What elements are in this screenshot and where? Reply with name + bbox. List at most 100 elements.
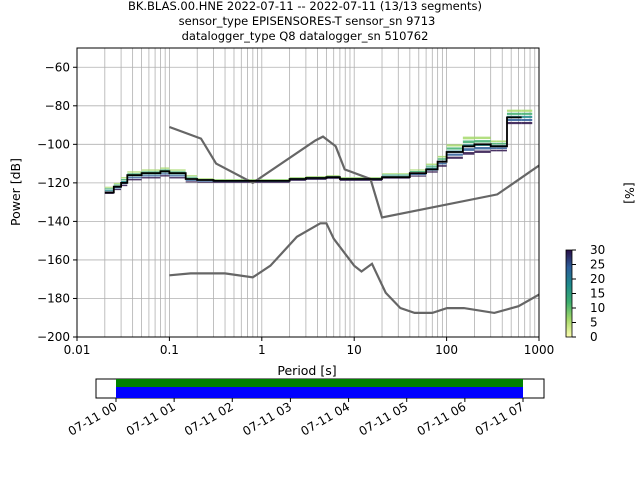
- density-cell: [169, 177, 186, 179]
- density-cell: [506, 109, 512, 112]
- timeline-ticks: 07-11 00 07-11 01 07-11 02 07-11 03 07-11 04…: [66, 398, 527, 439]
- density-cell: [160, 173, 170, 175]
- density-cell: [490, 147, 497, 150]
- x-tick-label: 100: [435, 343, 458, 357]
- density-cell: [511, 121, 522, 125]
- density-cell: [169, 171, 186, 173]
- colorbar-tick-label: 20: [590, 272, 605, 286]
- density-cell: [141, 171, 161, 173]
- median-line: [104, 116, 522, 194]
- density-cell: [409, 175, 427, 177]
- density-cell: [141, 175, 161, 177]
- density-cell: [426, 171, 438, 173]
- density-cell: [437, 162, 447, 165]
- chart-title-line-1: BK.BLAS.00.HNE 2022-07-11 -- 2022-07-11 …: [128, 0, 482, 13]
- colorbar-tick-label: 30: [590, 243, 605, 257]
- coverage-bar-data: [116, 379, 523, 387]
- density-cell: [261, 182, 290, 183]
- x-tick-label: 10: [347, 343, 362, 357]
- density-cell: [121, 179, 128, 181]
- x-axis-ticks: 0.01 0.1 1 10 100 1000: [64, 337, 554, 357]
- density-cell: [121, 177, 128, 179]
- density-cell: [113, 184, 122, 186]
- y-tick-label: −200: [37, 330, 70, 344]
- density-cell: [289, 177, 306, 178]
- density-cell: [127, 173, 142, 175]
- timeline-tick-label: 07-11 05: [356, 399, 410, 438]
- density-cell: [446, 147, 463, 150]
- density-cell: [502, 142, 507, 145]
- density-cell: [305, 176, 327, 177]
- density-cell: [213, 179, 234, 180]
- noise-models: [169, 125, 539, 315]
- timeline-tick-label: 07-11 06: [415, 399, 469, 438]
- density-cell: [370, 177, 383, 178]
- y-tick-label: −60: [45, 60, 70, 74]
- density-cell: [521, 121, 533, 125]
- density-cell: [474, 147, 491, 150]
- x-axis-label: Period [s]: [277, 363, 336, 378]
- density-cell: [521, 118, 533, 122]
- coverage-bar-ppsd: [116, 387, 523, 398]
- density-cell: [490, 149, 497, 152]
- density-cell: [490, 142, 497, 145]
- density-cell: [462, 148, 475, 151]
- timeline-tick-label: 07-11 02: [182, 399, 236, 438]
- density-cell: [339, 180, 371, 181]
- density-cell: [409, 169, 427, 171]
- y-axis-label: Power [dB]: [8, 158, 23, 226]
- x-tick-label: 0.01: [64, 343, 91, 357]
- plot-frame: [76, 47, 540, 338]
- density-cell: [426, 167, 438, 169]
- density-cell: [462, 136, 475, 140]
- colorbar-label: [%]: [622, 182, 637, 204]
- colorbar-tick-label: 10: [590, 301, 605, 315]
- density-cell: [326, 175, 340, 176]
- density-cell: [506, 121, 512, 125]
- timeline-tick-label: 07-11 00: [66, 399, 120, 438]
- density-cell: [382, 173, 410, 175]
- density-cell: [113, 189, 122, 191]
- high-noise-model-line: [169, 125, 539, 219]
- density-cell: [197, 178, 214, 179]
- density-cell: [121, 184, 128, 187]
- density-cell: [185, 181, 198, 183]
- density-cell: [502, 147, 507, 150]
- density-cell: [426, 163, 438, 165]
- density-cell: [521, 115, 533, 118]
- density-cell: [169, 175, 186, 177]
- colorbar-tick-label: 15: [590, 287, 605, 301]
- density-cell: [437, 165, 447, 167]
- density-cell: [496, 142, 503, 145]
- y-tick-label: −80: [45, 99, 70, 113]
- density-cell: [426, 165, 438, 167]
- density-cell: [213, 182, 234, 183]
- y-tick-label: −140: [37, 214, 70, 228]
- y-tick-label: −180: [37, 291, 70, 305]
- density-cell: [474, 140, 491, 143]
- density-cell: [382, 174, 410, 176]
- density-cell: [382, 177, 410, 179]
- colorbar: [565, 249, 573, 338]
- timeline-tick-label: 07-11 01: [124, 399, 178, 438]
- density-cell: [370, 180, 383, 181]
- y-tick-label: −120: [37, 176, 70, 190]
- density-cell: [446, 156, 463, 159]
- density-cell: [127, 177, 142, 179]
- density-cell: [104, 186, 114, 188]
- density-cell: [511, 112, 522, 115]
- density-cell: [141, 177, 161, 179]
- density-cell: [409, 170, 427, 173]
- density-cell: [462, 152, 475, 155]
- density-cell: [502, 140, 507, 143]
- density-cell: [506, 112, 512, 115]
- density-cell: [521, 112, 533, 115]
- chart-title-line-2: sensor_type EPISENSORES-T sensor_sn 9713: [179, 14, 436, 28]
- density-cell: [113, 187, 122, 189]
- density-cell: [382, 175, 410, 177]
- timeline-tick-label: 07-11 03: [240, 399, 294, 438]
- density-cell: [502, 149, 507, 152]
- density-cell: [521, 109, 533, 112]
- y-tick-label: −100: [37, 137, 70, 151]
